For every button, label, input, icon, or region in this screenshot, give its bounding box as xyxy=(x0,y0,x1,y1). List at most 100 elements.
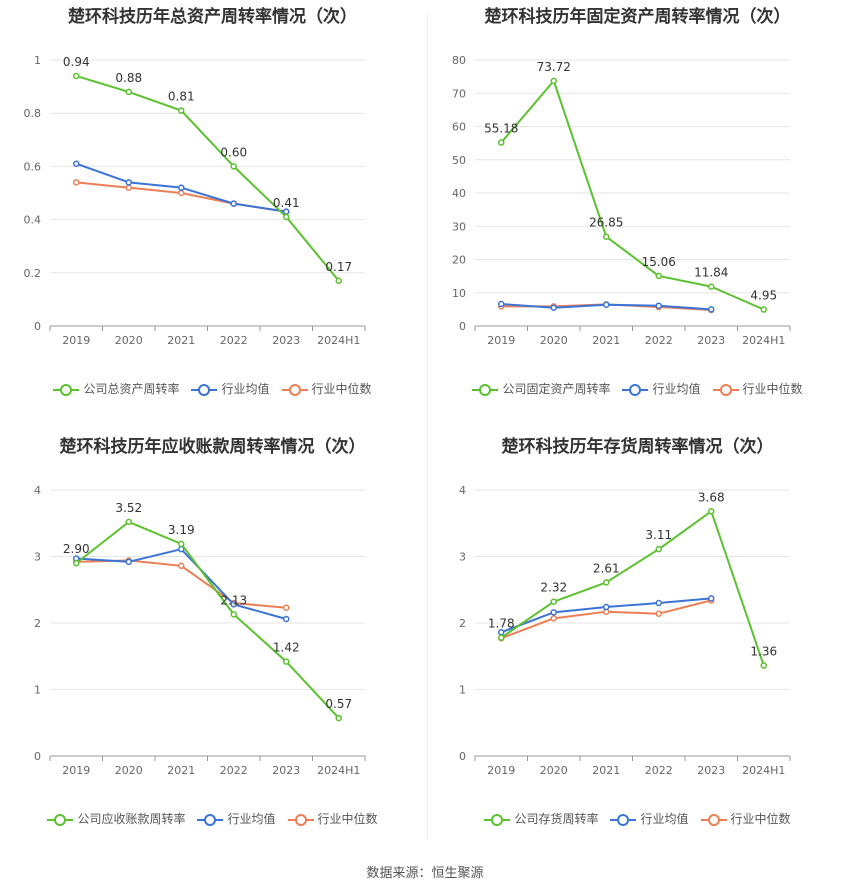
legend-line-circle-icon xyxy=(622,383,649,396)
data-point-industry_avg xyxy=(550,609,557,616)
data-point-company xyxy=(498,139,505,146)
series-line-company xyxy=(75,520,340,719)
data-source-note: 数据来源：恒生聚源 xyxy=(366,866,484,881)
y-tick-label: 80 xyxy=(452,54,466,67)
legend-line-circle-icon xyxy=(287,813,314,826)
data-point-industry_median xyxy=(178,562,185,570)
data-point-company xyxy=(603,579,610,586)
y-tick-label: 4 xyxy=(34,484,41,497)
chart-legend: 公司总资产周转率 行业均值 行业中位数 xyxy=(0,380,425,397)
x-tick-label: 2020 xyxy=(540,334,568,347)
data-point-company xyxy=(230,163,237,170)
x-tick-label: 2023 xyxy=(697,334,725,347)
data-point-company xyxy=(178,540,185,548)
legend-label: 行业均值 xyxy=(652,382,701,396)
legend-item-industry_avg[interactable]: 行业均值 xyxy=(610,810,689,827)
legend-line-circle-icon xyxy=(197,813,224,826)
data-label: 3.52 xyxy=(115,501,142,515)
y-tick-label: 0 xyxy=(459,750,466,763)
y-tick-label: 0.8 xyxy=(24,107,42,120)
data-point-company xyxy=(655,272,662,280)
data-label: 73.72 xyxy=(537,60,571,74)
legend-item-company[interactable]: 公司应收账款周转率 xyxy=(47,810,185,827)
y-tick-label: 0 xyxy=(34,320,41,333)
legend-label: 行业中位数 xyxy=(311,382,372,396)
data-point-industry_median xyxy=(283,604,290,611)
data-label: 1.36 xyxy=(750,645,777,659)
data-point-company xyxy=(335,277,342,285)
data-point-industry_avg xyxy=(125,558,132,566)
x-tick-label: 2019 xyxy=(62,334,90,347)
data-point-company xyxy=(178,107,185,114)
data-point-company xyxy=(125,518,132,526)
legend-label: 行业中位数 xyxy=(742,382,803,396)
legend-item-company[interactable]: 公司存货周转率 xyxy=(484,810,598,827)
legend-line-circle-icon xyxy=(191,383,218,396)
x-tick-label: 2024H1 xyxy=(742,764,785,777)
chart-plot: 0 1 2 3 4 2019 2020 2021 2022 2023 2024H1 1.78 2.32 2… xyxy=(459,484,791,777)
data-point-industry_avg xyxy=(178,184,185,191)
series-line-company xyxy=(500,79,765,311)
y-tick-label: 10 xyxy=(452,287,466,300)
data-label: 0.60 xyxy=(220,145,247,159)
data-point-industry_median xyxy=(125,184,132,191)
x-tick-label: 2021 xyxy=(167,334,195,347)
data-label: 0.41 xyxy=(273,196,300,210)
legend-label: 公司应收账款周转率 xyxy=(77,812,186,826)
data-point-company xyxy=(230,611,237,618)
x-tick-label: 2022 xyxy=(645,334,673,347)
data-point-industry_avg xyxy=(230,200,237,207)
legend-item-company[interactable]: 公司固定资产周转率 xyxy=(472,380,610,397)
y-tick-label: 1 xyxy=(34,54,41,67)
legend-item-industry_median[interactable]: 行业中位数 xyxy=(700,810,791,827)
legend-label: 行业均值 xyxy=(640,812,689,826)
data-point-industry_avg xyxy=(125,179,132,186)
y-tick-label: 1 xyxy=(34,684,41,697)
y-tick-label: 30 xyxy=(452,220,466,233)
legend-item-industry_median[interactable]: 行业中位数 xyxy=(712,380,803,397)
legend-item-industry_median[interactable]: 行业中位数 xyxy=(287,810,378,827)
data-point-company xyxy=(335,714,342,722)
data-point-industry_avg xyxy=(603,603,610,611)
data-point-company xyxy=(283,658,290,665)
x-tick-label: 2023 xyxy=(697,764,725,777)
legend-item-industry_avg[interactable]: 行业均值 xyxy=(622,380,701,397)
data-point-industry_avg xyxy=(73,160,80,167)
y-tick-label: 50 xyxy=(452,154,466,167)
panel-divider xyxy=(427,15,428,840)
legend-item-industry_median[interactable]: 行业中位数 xyxy=(281,380,372,397)
legend-item-company[interactable]: 公司总资产周转率 xyxy=(53,380,179,397)
data-point-company xyxy=(283,213,290,221)
legend-line-circle-icon xyxy=(53,383,80,396)
series-line-company xyxy=(500,510,765,666)
legend-label: 公司总资产周转率 xyxy=(83,382,180,396)
legend-line-circle-icon xyxy=(610,813,637,826)
data-label: 1.42 xyxy=(273,641,300,655)
data-point-company xyxy=(498,634,505,641)
legend-label: 公司存货周转率 xyxy=(514,812,599,826)
x-tick-label: 2020 xyxy=(115,334,143,347)
x-tick-label: 2022 xyxy=(220,764,248,777)
legend-line-circle-icon xyxy=(281,383,308,396)
chart-legend: 公司存货周转率 行业均值 行业中位数 xyxy=(425,810,850,827)
x-tick-label: 2019 xyxy=(62,764,90,777)
data-label: 0.88 xyxy=(115,71,142,85)
data-point-industry_avg xyxy=(655,302,662,309)
y-tick-label: 3 xyxy=(34,551,41,564)
data-label: 0.17 xyxy=(325,260,352,274)
legend-label: 公司固定资产周转率 xyxy=(502,382,611,396)
data-point-industry_avg xyxy=(708,306,715,313)
y-tick-label: 0 xyxy=(34,750,41,763)
chart-legend: 公司应收账款周转率 行业均值 行业中位数 xyxy=(0,810,425,827)
x-tick-label: 2023 xyxy=(272,334,300,347)
data-point-industry_avg xyxy=(230,601,237,608)
x-tick-label: 2022 xyxy=(645,764,673,777)
data-point-company xyxy=(708,283,715,290)
x-tick-label: 2024H1 xyxy=(317,764,360,777)
y-tick-label: 0 xyxy=(459,320,466,333)
data-point-industry_median xyxy=(178,189,185,197)
data-label: 0.81 xyxy=(168,90,195,104)
legend-item-industry_avg[interactable]: 行业均值 xyxy=(197,810,276,827)
legend-item-industry_avg[interactable]: 行业均值 xyxy=(191,380,270,397)
